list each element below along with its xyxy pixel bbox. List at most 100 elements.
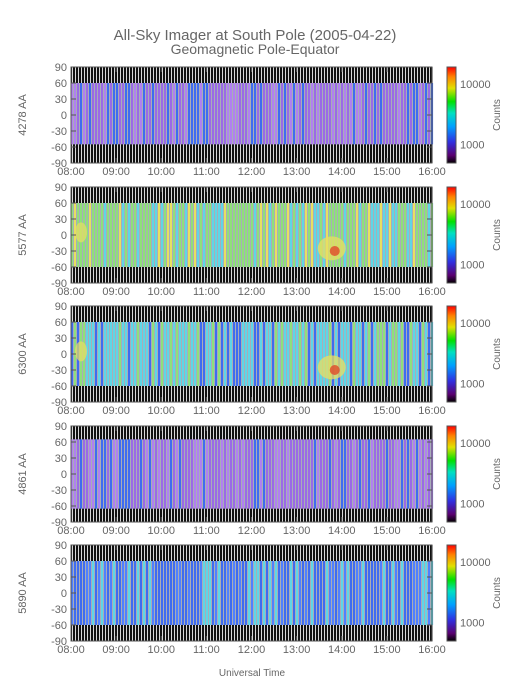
data-strip — [200, 561, 202, 625]
data-strip-gap — [232, 439, 233, 509]
data-strip-gap — [370, 83, 371, 145]
data-strip — [170, 83, 172, 145]
data-strip — [260, 83, 262, 145]
data-strip-gap — [346, 561, 347, 625]
data-strip — [134, 203, 136, 267]
data-strip — [326, 561, 328, 625]
data-strip — [152, 322, 154, 386]
data-strip — [323, 83, 325, 145]
data-strip-gap — [412, 439, 413, 509]
data-strip-gap — [88, 439, 89, 509]
y-tick-label: 30 — [55, 333, 67, 345]
data-strip-gap — [172, 561, 173, 625]
data-strip — [290, 83, 292, 145]
data-strip-gap — [235, 439, 236, 509]
data-strip — [344, 83, 346, 145]
data-strip — [377, 561, 379, 625]
y-tick-label: 30 — [55, 94, 67, 106]
data-strip-gap — [163, 561, 164, 625]
data-strip — [152, 203, 154, 267]
data-strip — [257, 322, 259, 386]
data-strip — [419, 561, 421, 625]
data-strip — [266, 203, 268, 267]
data-strip — [233, 203, 235, 267]
data-strip — [128, 561, 130, 625]
data-strip-gap — [205, 322, 206, 386]
data-strip — [206, 203, 208, 267]
data-strip — [428, 83, 430, 145]
data-strip-gap — [262, 203, 263, 267]
data-strip-gap — [385, 203, 386, 267]
data-strip — [326, 322, 328, 386]
data-strip-gap — [106, 322, 107, 386]
data-strip-gap — [244, 203, 245, 267]
data-strip — [416, 561, 418, 625]
y-tick-label: -60 — [51, 262, 67, 274]
x-tick-label: 08:00 — [57, 405, 85, 417]
data-strip-gap — [328, 83, 329, 145]
data-strip — [290, 203, 292, 267]
data-strip-gap — [406, 203, 407, 267]
data-strip — [236, 203, 238, 267]
data-strip — [260, 561, 262, 625]
data-strip-gap — [145, 439, 146, 509]
data-strip-gap — [373, 439, 374, 509]
data-strip-gap — [331, 83, 332, 145]
y-tick-label: -90 — [51, 636, 67, 648]
data-strip-gap — [382, 561, 383, 625]
data-strip — [125, 83, 127, 145]
data-strip-gap — [337, 439, 338, 509]
data-strip — [371, 561, 373, 625]
data-strip-gap — [82, 561, 83, 625]
y-axis-label: 6300 AA — [17, 333, 29, 375]
data-strip — [290, 561, 292, 625]
data-strip — [269, 322, 271, 386]
data-strip — [203, 322, 205, 386]
data-strip-gap — [349, 203, 350, 267]
x-tick-label: 16:00 — [418, 166, 446, 178]
data-strip-gap — [151, 203, 152, 267]
data-strip — [365, 561, 367, 625]
data-strip — [176, 561, 178, 625]
data-strip-gap — [397, 83, 398, 145]
data-strip-gap — [127, 203, 128, 267]
data-strip — [95, 439, 97, 509]
data-strip-gap — [238, 203, 239, 267]
data-strip — [386, 561, 388, 625]
data-strip — [185, 83, 187, 145]
data-strip — [413, 83, 415, 145]
data-strip — [302, 83, 304, 145]
data-strip-gap — [292, 439, 293, 509]
data-strip — [308, 439, 310, 509]
data-strip — [284, 561, 286, 625]
data-strip — [224, 561, 226, 625]
data-strip-gap — [277, 83, 278, 145]
data-strip-gap — [388, 83, 389, 145]
data-strip — [251, 203, 253, 267]
data-strip — [149, 561, 151, 625]
data-strip — [77, 83, 79, 145]
data-strip — [128, 322, 130, 386]
data-strip — [305, 83, 307, 145]
colorbar-frame — [446, 544, 457, 642]
data-strip — [140, 83, 142, 145]
data-strip-gap — [73, 83, 74, 145]
data-strip — [296, 83, 298, 145]
data-strip — [101, 561, 103, 625]
data-strip — [203, 83, 205, 145]
data-strip-gap — [328, 439, 329, 509]
data-strip — [392, 203, 394, 267]
aurora-feature — [75, 222, 87, 243]
data-strip-gap — [316, 561, 317, 625]
x-tick-label: 15:00 — [373, 644, 401, 656]
data-strip-gap — [433, 561, 434, 625]
data-strip — [299, 203, 301, 267]
data-strip-gap — [382, 203, 383, 267]
data-strip — [254, 83, 256, 145]
data-strip-gap — [430, 83, 431, 145]
data-strip-gap — [259, 322, 260, 386]
data-strip-gap — [355, 561, 356, 625]
data-strip — [230, 203, 232, 267]
data-strip — [257, 561, 259, 625]
